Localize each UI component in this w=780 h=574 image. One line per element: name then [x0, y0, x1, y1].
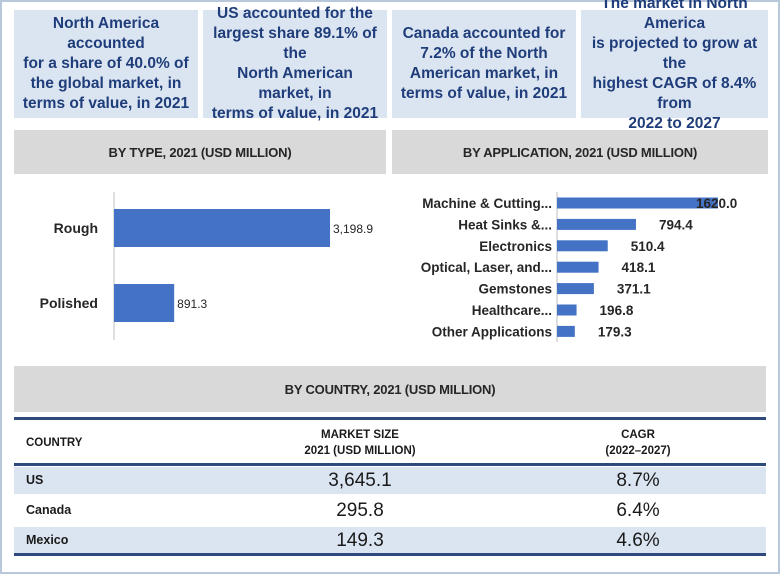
- by-application-category: Other Applications: [432, 324, 552, 339]
- table-top-rule: [14, 417, 766, 420]
- table-cell-market-size: 3,645.1: [328, 470, 392, 491]
- by-type-bar-polished: [114, 284, 175, 322]
- by-type-value-polished: 891.3: [177, 297, 207, 311]
- by-country-title: BY COUNTRY, 2021 (USD MILLION): [14, 366, 766, 412]
- by-application-bar: [557, 304, 577, 316]
- by-application-bar: [557, 218, 636, 230]
- by-application-bar: [557, 197, 718, 209]
- by-application-bar: [557, 240, 608, 252]
- table-cell-country: Mexico: [26, 533, 69, 547]
- table-cell-cagr: 6.4%: [616, 500, 660, 521]
- by-type-category-rough: Rough: [54, 220, 98, 236]
- by-type-title: BY TYPE, 2021 (USD MILLION): [14, 130, 386, 174]
- by-application-bar: [557, 283, 594, 295]
- table-cell-market-size: 149.3: [336, 530, 384, 551]
- by-application-category: Machine & Cutting...: [422, 196, 552, 211]
- table-header-rule: [14, 463, 766, 466]
- by-type-chart: Rough 3,198.9 Polished 891.3: [40, 192, 373, 340]
- table-cell-cagr: 4.6%: [616, 530, 660, 551]
- table-row-background: [14, 527, 766, 554]
- by-application-category: Healthcare...: [472, 303, 552, 318]
- column-header-country: COUNTRY: [26, 437, 83, 449]
- table-bottom-rule: [14, 553, 766, 556]
- column-header-market-size: MARKET SIZE 2021 (USD MILLION): [304, 429, 416, 457]
- by-application-category: Gemstones: [478, 282, 552, 297]
- callout-north-america-share: North America accounted for a share of 4…: [14, 10, 198, 118]
- by-application-category: Heat Sinks &...: [458, 217, 552, 232]
- by-application-bar: [557, 261, 599, 273]
- by-application-title: BY APPLICATION, 2021 (USD MILLION): [392, 130, 768, 174]
- table-cell-market-size: 295.8: [336, 500, 384, 521]
- by-type-category-polished: Polished: [40, 295, 98, 311]
- by-application-value: 1620.0: [696, 196, 737, 211]
- by-application-category: Electronics: [479, 239, 552, 254]
- table-cell-cagr: 8.7%: [616, 470, 660, 491]
- callout-us-share: US accounted for the largest share 89.1%…: [203, 5, 387, 122]
- by-application-category: Optical, Laser, and...: [421, 260, 552, 275]
- by-application-value: 196.8: [600, 303, 634, 318]
- by-application-chart: Machine & Cutting... 1620.0 Heat Sinks &..…: [421, 192, 737, 342]
- callout-canada-share: Canada accounted for 7.2% of the North A…: [392, 10, 576, 118]
- by-application-value: 371.1: [617, 282, 651, 297]
- by-application-value: 510.4: [631, 239, 665, 254]
- by-application-bar: [557, 325, 575, 337]
- by-application-value: 794.4: [659, 217, 693, 232]
- by-type-bar-rough: [114, 209, 330, 247]
- table-row-background: [14, 467, 766, 494]
- by-application-value: 418.1: [622, 260, 656, 275]
- by-application-value: 179.3: [598, 324, 632, 339]
- column-header-cagr: CAGR (2022–2027): [605, 429, 671, 457]
- table-cell-country: US: [26, 473, 44, 487]
- callout-north-america-cagr: The market in North America is projected…: [581, 0, 768, 132]
- by-type-value-rough: 3,198.9: [333, 222, 373, 236]
- table-cell-country: Canada: [26, 503, 72, 517]
